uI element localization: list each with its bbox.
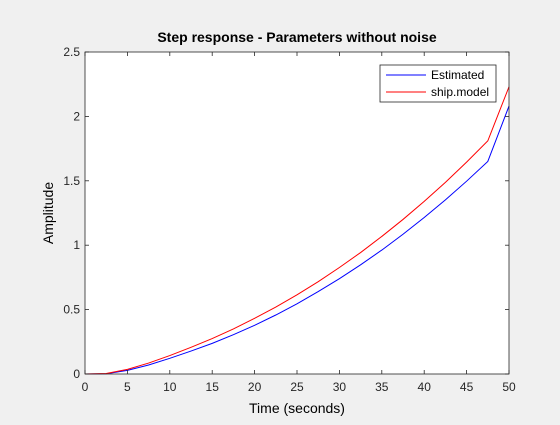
legend-box <box>379 64 497 103</box>
series-line-estimated <box>84 105 510 375</box>
y-tick-label: 0.5 <box>63 303 80 317</box>
y-tick-label: 2.5 <box>63 45 80 59</box>
chart-title: Step response - Parameters without noise <box>157 29 437 45</box>
legend: Estimated ship.model <box>379 64 497 103</box>
y-axis-label: Amplitude <box>40 182 56 244</box>
x-tick-label: 25 <box>290 380 304 394</box>
plot-area <box>85 52 509 374</box>
y-tick-label: 0 <box>73 367 80 381</box>
y-tick-label: 1 <box>73 238 80 252</box>
x-tick-label: 45 <box>460 380 474 394</box>
x-tick-label: 40 <box>418 380 432 394</box>
x-tick-label: 20 <box>248 380 262 394</box>
x-tick-label: 30 <box>333 380 347 394</box>
y-tick-label: 2 <box>73 109 80 123</box>
y-tick-label: 1.5 <box>63 174 80 188</box>
legend-label-estimated: Estimated <box>431 68 484 82</box>
x-tick-label: 5 <box>124 380 131 394</box>
x-axis-label: Time (seconds) <box>249 400 345 416</box>
series-line-ship-model <box>84 86 510 375</box>
y-axis-ticks: 0 0.5 1 1.5 2 2.5 <box>63 45 509 381</box>
x-tick-label: 15 <box>206 380 220 394</box>
legend-label-ship-model: ship.model <box>431 85 489 99</box>
series-group <box>84 86 510 375</box>
x-tick-label: 0 <box>82 380 89 394</box>
x-tick-label: 50 <box>502 380 516 394</box>
x-axis-ticks: 0 5 10 15 20 25 30 35 40 45 50 <box>82 52 516 394</box>
x-tick-label: 10 <box>163 380 177 394</box>
x-tick-label: 35 <box>375 380 389 394</box>
